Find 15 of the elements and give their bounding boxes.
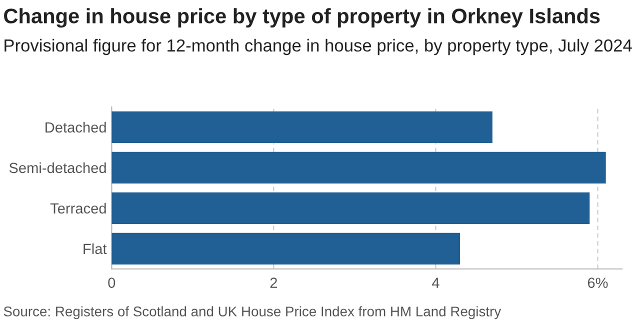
bar: [112, 192, 590, 224]
chart-title: Change in house price by type of property in Orkney Islands: [4, 8, 600, 28]
x-tick-label: 2: [270, 278, 278, 288]
y-tick-label: Flat: [84, 243, 107, 254]
y-tick-label: Detached: [46, 122, 106, 133]
bar: [112, 111, 492, 143]
chart-subtitle: Provisional figure for 12-month change in house price, by property type, July 2024: [4, 38, 632, 56]
x-tick-label: 0: [108, 278, 116, 288]
x-tick-label: 6%: [588, 278, 608, 288]
bar: [112, 232, 460, 264]
y-tick-label: Semi-detached: [9, 162, 106, 174]
source-note: Source: Registers of Scotland and UK House Price Index from HM Land Registry: [4, 306, 502, 320]
bar: [112, 152, 606, 184]
y-tick-label: Terraced: [50, 202, 106, 214]
x-tick-label: 4: [432, 278, 440, 288]
